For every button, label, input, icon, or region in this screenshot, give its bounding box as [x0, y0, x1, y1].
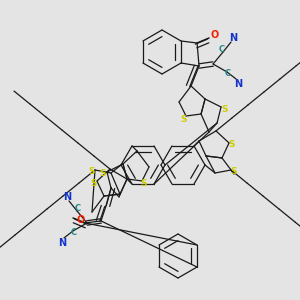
- Text: C: C: [219, 46, 225, 55]
- Text: S: S: [91, 178, 97, 188]
- Text: S: S: [100, 169, 106, 178]
- Text: S: S: [222, 104, 228, 113]
- Text: S: S: [141, 179, 147, 188]
- Text: N: N: [234, 79, 242, 89]
- Text: C: C: [71, 228, 77, 237]
- Text: O: O: [211, 30, 219, 40]
- Text: C: C: [225, 70, 231, 79]
- Text: S: S: [229, 140, 235, 149]
- Text: N: N: [229, 33, 237, 43]
- Text: N: N: [63, 192, 71, 202]
- Text: C: C: [75, 204, 81, 213]
- Text: S: S: [231, 167, 237, 176]
- Text: S: S: [181, 115, 187, 124]
- Text: N: N: [58, 238, 66, 248]
- Text: S: S: [89, 167, 95, 176]
- Text: O: O: [77, 215, 85, 225]
